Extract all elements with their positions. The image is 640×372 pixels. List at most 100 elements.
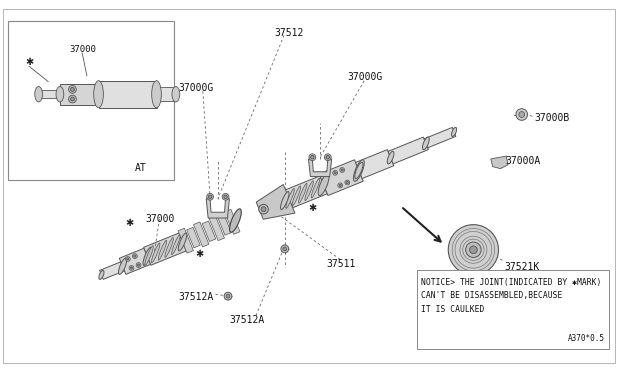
Circle shape: [70, 87, 74, 91]
Text: ✱: ✱: [25, 57, 33, 67]
Text: 37512A: 37512A: [229, 315, 264, 326]
Circle shape: [519, 112, 525, 118]
Polygon shape: [218, 215, 231, 235]
Ellipse shape: [165, 238, 173, 257]
Circle shape: [448, 225, 499, 275]
Text: IT IS CAULKED: IT IS CAULKED: [421, 305, 484, 314]
Ellipse shape: [172, 87, 180, 102]
Text: 37000G: 37000G: [179, 83, 214, 93]
Circle shape: [136, 263, 141, 267]
Ellipse shape: [143, 247, 152, 265]
Bar: [417, 270, 609, 349]
Polygon shape: [388, 137, 428, 164]
Polygon shape: [209, 216, 225, 241]
Circle shape: [226, 294, 230, 298]
Polygon shape: [119, 248, 150, 275]
Circle shape: [259, 204, 268, 214]
Text: 37000B: 37000B: [534, 113, 570, 123]
Text: CAN'T BE DISASSEMBLED,BECAUSE: CAN'T BE DISASSEMBLED,BECAUSE: [421, 291, 563, 300]
Circle shape: [310, 155, 314, 159]
Ellipse shape: [118, 258, 127, 275]
Ellipse shape: [152, 243, 160, 263]
Bar: [99, 81, 157, 108]
Circle shape: [127, 258, 129, 260]
Circle shape: [346, 181, 348, 184]
Ellipse shape: [353, 160, 364, 181]
Polygon shape: [225, 209, 240, 234]
Ellipse shape: [93, 81, 104, 108]
Circle shape: [70, 97, 74, 101]
Text: 37521K: 37521K: [504, 262, 540, 272]
Ellipse shape: [280, 192, 289, 209]
Circle shape: [224, 292, 232, 300]
Polygon shape: [187, 227, 200, 248]
Polygon shape: [491, 156, 508, 169]
Polygon shape: [206, 199, 229, 218]
Ellipse shape: [451, 127, 456, 137]
Polygon shape: [143, 233, 186, 265]
Ellipse shape: [56, 87, 64, 102]
Circle shape: [466, 242, 481, 257]
Bar: [157, 87, 176, 101]
Circle shape: [222, 193, 229, 200]
Text: 37511: 37511: [326, 259, 356, 269]
Ellipse shape: [230, 209, 241, 232]
Circle shape: [138, 264, 140, 266]
Polygon shape: [319, 160, 364, 196]
Polygon shape: [193, 222, 209, 247]
Polygon shape: [308, 159, 332, 177]
Ellipse shape: [35, 87, 42, 102]
Ellipse shape: [158, 240, 166, 260]
Circle shape: [338, 183, 342, 188]
Ellipse shape: [152, 81, 161, 108]
Polygon shape: [281, 176, 327, 209]
Bar: [38, 90, 60, 98]
Ellipse shape: [145, 246, 154, 266]
Polygon shape: [100, 262, 124, 279]
Text: ✱: ✱: [308, 203, 317, 213]
Circle shape: [340, 167, 344, 172]
Ellipse shape: [286, 189, 294, 208]
Circle shape: [224, 195, 227, 199]
Text: 37000: 37000: [70, 45, 97, 54]
Circle shape: [345, 180, 349, 185]
Polygon shape: [202, 221, 216, 241]
Text: 37000G: 37000G: [348, 72, 383, 82]
Text: 37000: 37000: [145, 214, 174, 224]
Circle shape: [68, 95, 76, 103]
Text: AT: AT: [135, 163, 147, 173]
Circle shape: [283, 247, 287, 251]
Circle shape: [132, 254, 138, 259]
Circle shape: [309, 154, 316, 161]
Ellipse shape: [318, 174, 329, 196]
Polygon shape: [256, 185, 295, 219]
Ellipse shape: [355, 163, 363, 179]
Circle shape: [207, 193, 214, 200]
Circle shape: [68, 86, 76, 93]
Text: NOTICE> THE JOINT(INDICATED BY ✱MARK): NOTICE> THE JOINT(INDICATED BY ✱MARK): [421, 278, 602, 287]
Circle shape: [324, 154, 331, 161]
Ellipse shape: [172, 235, 180, 254]
Polygon shape: [178, 228, 193, 253]
Circle shape: [131, 267, 132, 269]
Circle shape: [125, 257, 131, 262]
Ellipse shape: [292, 186, 301, 206]
Circle shape: [281, 245, 289, 253]
Circle shape: [470, 246, 477, 254]
Text: ✱: ✱: [196, 249, 204, 259]
Ellipse shape: [298, 183, 307, 203]
Ellipse shape: [305, 181, 314, 201]
Polygon shape: [356, 150, 394, 179]
Bar: [60, 84, 99, 105]
Bar: [8, 21, 174, 180]
Ellipse shape: [387, 151, 394, 164]
Circle shape: [339, 184, 341, 186]
Text: 37000A: 37000A: [505, 156, 541, 166]
Circle shape: [261, 207, 266, 212]
Circle shape: [334, 171, 336, 174]
Text: 37512: 37512: [275, 28, 304, 38]
Circle shape: [326, 155, 330, 159]
Ellipse shape: [422, 137, 429, 150]
Circle shape: [341, 169, 344, 171]
Ellipse shape: [179, 233, 187, 251]
